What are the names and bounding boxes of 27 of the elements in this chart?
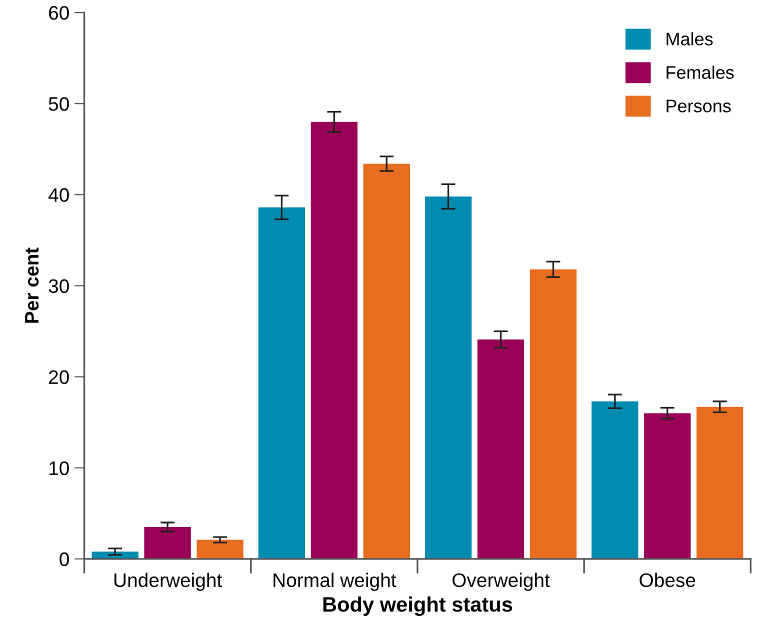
y-tick-label: 30 [48, 279, 69, 293]
bar [196, 540, 244, 559]
bar [258, 207, 306, 559]
x-tick-label: Obese [640, 572, 696, 588]
bar [592, 401, 638, 559]
y-tick-label: 40 [48, 188, 69, 202]
y-tick-label: 20 [49, 370, 69, 384]
legend-label: Females [666, 66, 734, 79]
x-tick-label: Underweight [114, 572, 222, 591]
x-tick-label: Normal weight [274, 572, 396, 591]
legend-label: Males [666, 32, 713, 46]
y-tick-label: 10 [50, 461, 69, 476]
y-tick-label: 60 [49, 6, 69, 20]
bar [644, 413, 691, 559]
bar [310, 122, 358, 559]
y-tick-label: 50 [48, 97, 69, 111]
bar [144, 527, 191, 559]
y-tick-label: 0 [60, 552, 69, 566]
bar [424, 196, 472, 559]
bar [696, 406, 744, 559]
bar [530, 269, 577, 559]
x-axis-title: Body weight status [323, 596, 512, 616]
legend-label: Persons [666, 100, 731, 112]
y-axis-title: Per cent [25, 248, 39, 323]
bar [363, 164, 410, 559]
bar [477, 339, 524, 559]
x-tick-label: Overweight [452, 572, 550, 591]
